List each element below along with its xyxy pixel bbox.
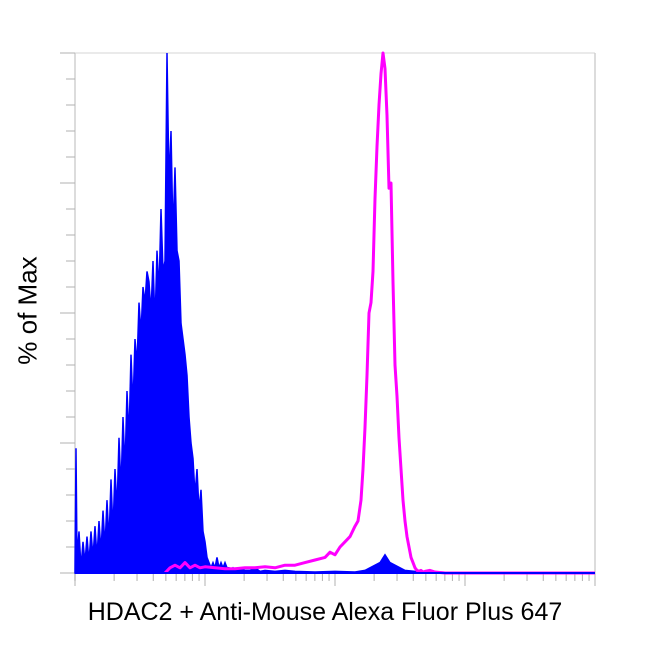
- x-axis-label: HDAC2 + Anti-Mouse Alexa Fluor Plus 647: [87, 598, 563, 626]
- sample-histogram: [163, 51, 595, 575]
- histogram-series: [74, 51, 595, 575]
- control-histogram: [74, 52, 595, 574]
- y-axis-label: % of Max: [12, 255, 43, 365]
- y-axis-ticks: [60, 52, 75, 574]
- x-axis-ticks: [74, 573, 596, 586]
- y-axis-label-container: % of Max: [8, 230, 48, 390]
